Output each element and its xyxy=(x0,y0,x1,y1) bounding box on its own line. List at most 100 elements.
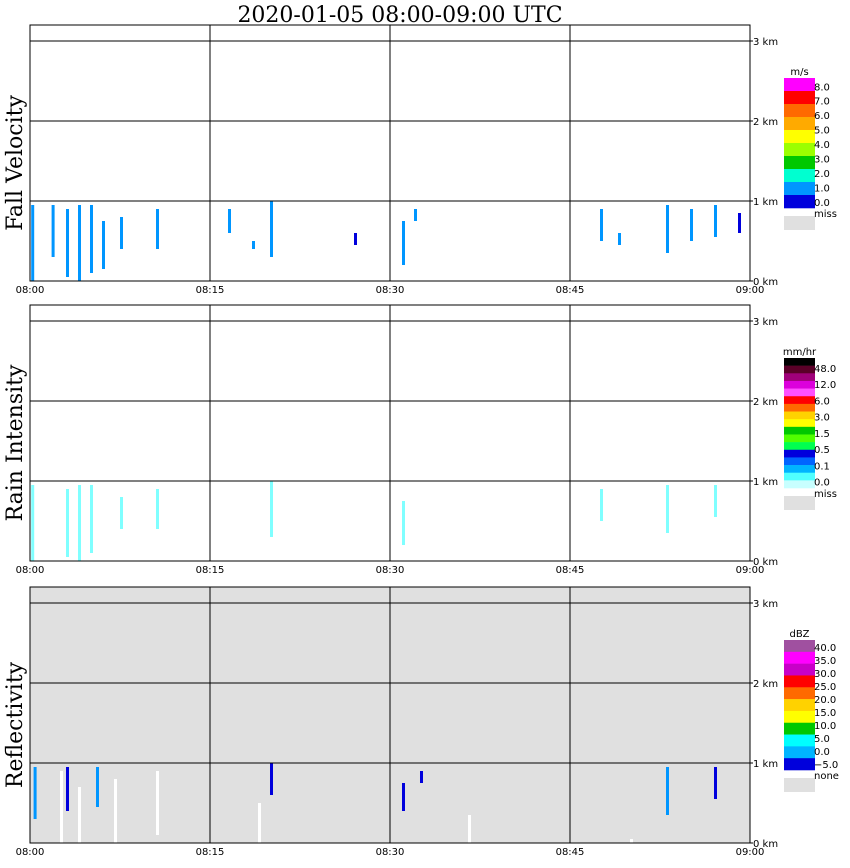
time-tick-label: 08:15 xyxy=(196,285,225,296)
echo-column xyxy=(120,217,123,249)
echo-column xyxy=(102,221,105,269)
colorbar-unit: mm/hr xyxy=(783,347,817,358)
colorbar-swatch xyxy=(784,758,815,771)
colorbar-missing-swatch xyxy=(784,496,815,510)
colorbar-swatch xyxy=(784,699,815,712)
echo-column xyxy=(66,767,69,811)
height-tick-label: 0 km xyxy=(753,557,778,568)
colorbar-label: 25.0 xyxy=(814,682,836,693)
colorbar-swatch xyxy=(784,449,815,458)
colorbar-swatch xyxy=(784,722,815,735)
colorbar-swatch xyxy=(784,426,815,435)
colorbar-unit: dBZ xyxy=(789,629,809,640)
colorbar-swatch xyxy=(784,169,815,183)
colorbar-label: 1.0 xyxy=(814,183,830,194)
echo-column xyxy=(78,485,81,561)
colorbar-swatch xyxy=(784,195,815,209)
echo-column xyxy=(600,489,603,521)
time-tick-label: 09:00 xyxy=(736,847,765,858)
colorbar-missing-swatch xyxy=(784,778,815,792)
colorbar-label: 0.5 xyxy=(814,445,830,456)
colorbar-swatch xyxy=(784,411,815,420)
colorbar-label: 1.5 xyxy=(814,429,830,440)
echo-column xyxy=(414,209,417,221)
colorbar-label: 0.0 xyxy=(814,198,830,209)
height-tick-label: 3 km xyxy=(753,599,778,610)
echo-column xyxy=(90,205,93,273)
echo-column xyxy=(156,771,159,835)
echo-column xyxy=(738,213,741,233)
colorbar-swatch xyxy=(784,472,815,481)
echo-column xyxy=(156,489,159,529)
time-tick-label: 08:45 xyxy=(556,847,585,858)
colorbar-label: 3.0 xyxy=(814,155,830,166)
colorbar-swatch xyxy=(784,358,815,366)
height-tick-label: 0 km xyxy=(753,839,778,850)
panel-ylabel: Reflectivity xyxy=(3,661,28,788)
colorbar-label: 3.0 xyxy=(814,413,830,424)
echo-column xyxy=(690,209,693,241)
colorbar-label: 5.0 xyxy=(814,126,830,137)
colorbar-swatch xyxy=(784,746,815,759)
echo-column xyxy=(420,771,423,783)
echo-column xyxy=(66,489,69,557)
echo-column xyxy=(33,767,37,819)
time-tick-label: 08:15 xyxy=(196,847,225,858)
colorbar-label: 0.0 xyxy=(814,478,830,489)
time-tick-label: 09:00 xyxy=(736,565,765,576)
colorbar-swatch xyxy=(784,388,815,397)
colorbar-label: 40.0 xyxy=(814,643,836,654)
colorbar-label: 12.0 xyxy=(814,380,836,391)
colorbar-swatch xyxy=(784,480,815,489)
time-tick-label: 08:00 xyxy=(16,847,45,858)
colorbar-label: 6.0 xyxy=(814,396,830,407)
time-tick-label: 08:30 xyxy=(376,565,405,576)
echo-column xyxy=(258,803,261,843)
echo-column xyxy=(120,497,123,529)
echo-column xyxy=(402,221,405,265)
echo-column xyxy=(66,209,69,277)
echo-column xyxy=(31,205,35,281)
colorbar-label: 0.1 xyxy=(814,461,830,472)
height-tick-label: 0 km xyxy=(753,277,778,288)
colorbar-swatch xyxy=(784,640,815,653)
panel-fall-velocity: 08:00 08:15 08:30 08:45 09:000 km 1 km 2 km 3 k… xyxy=(3,24,837,296)
colorbar-swatch xyxy=(784,396,815,405)
colorbar-missing-label: miss xyxy=(814,489,837,500)
colorbar-label: 0.0 xyxy=(814,747,830,758)
echo-column xyxy=(714,485,717,517)
echo-column xyxy=(228,209,231,233)
echo-column xyxy=(402,783,405,811)
colorbar-label: 5.0 xyxy=(814,734,830,745)
plot-frame xyxy=(29,24,751,282)
panel-rain-intensity: 08:00 08:15 08:30 08:45 09:000 km 1 km 2 km 3 k… xyxy=(3,304,837,576)
colorbar-swatch xyxy=(784,734,815,747)
colorbar-label: 6.0 xyxy=(814,111,830,122)
panel-ylabel: Fall Velocity xyxy=(3,95,28,231)
echo-column xyxy=(270,201,273,257)
echo-column xyxy=(714,767,717,799)
colorbar-label: 2.0 xyxy=(814,169,830,180)
colorbar-label: 4.0 xyxy=(814,140,830,151)
time-tick-label: 08:45 xyxy=(556,565,585,576)
colorbar-label: 10.0 xyxy=(814,721,836,732)
echo-column xyxy=(252,241,255,249)
colorbar-label: 8.0 xyxy=(814,82,830,93)
height-tick-label: 1 km xyxy=(753,197,778,208)
echo-column xyxy=(468,815,471,843)
colorbar-swatch xyxy=(784,403,815,412)
time-tick-label: 08:15 xyxy=(196,565,225,576)
colorbar-swatch xyxy=(784,117,815,131)
echo-column xyxy=(51,205,55,257)
panel-ylabel: Rain Intensity xyxy=(3,364,28,521)
colorbar-swatch xyxy=(784,91,815,105)
height-tick-label: 1 km xyxy=(753,759,778,770)
echo-column xyxy=(78,205,81,281)
colorbar-swatch xyxy=(784,143,815,157)
echo-column xyxy=(402,501,405,545)
plot-frame xyxy=(29,304,751,562)
echo-column xyxy=(630,839,633,843)
colorbar-swatch xyxy=(784,78,815,92)
height-tick-label: 2 km xyxy=(753,679,778,690)
echo-column xyxy=(600,209,603,241)
